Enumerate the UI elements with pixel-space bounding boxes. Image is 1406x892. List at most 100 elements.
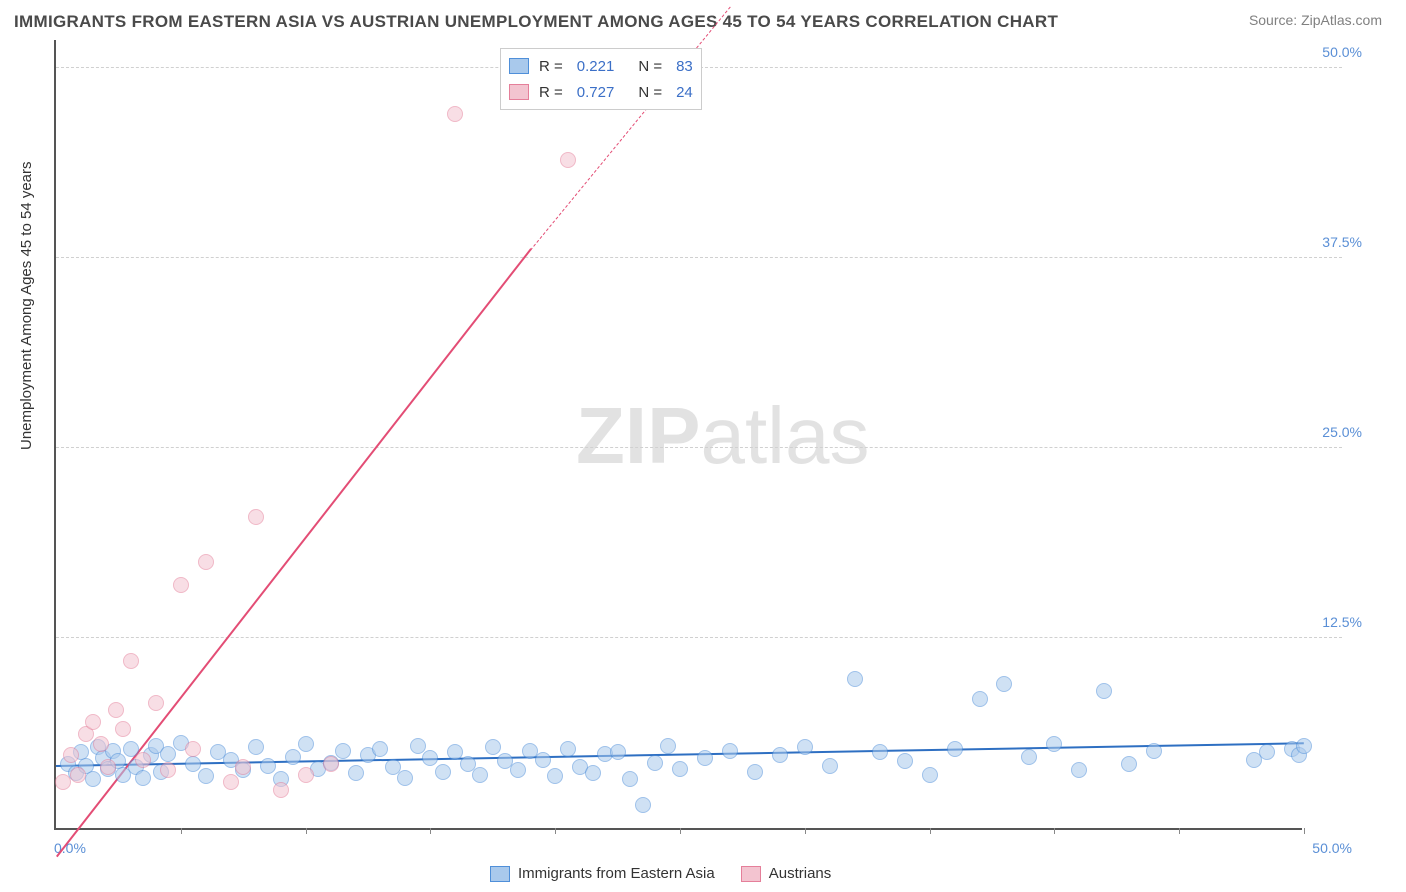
y-tick-label: 50.0% xyxy=(1322,44,1362,60)
watermark-zip: ZIP xyxy=(576,391,700,480)
data-point xyxy=(897,753,913,769)
data-point xyxy=(647,755,663,771)
data-point xyxy=(55,774,71,790)
x-tick xyxy=(1054,828,1055,834)
data-point xyxy=(185,741,201,757)
y-tick-label: 37.5% xyxy=(1322,234,1362,250)
legend-row: R = 0.727 N = 24 xyxy=(509,79,693,105)
data-point xyxy=(135,752,151,768)
data-point xyxy=(323,756,339,772)
data-point xyxy=(722,743,738,759)
data-point xyxy=(560,741,576,757)
watermark-atlas: atlas xyxy=(700,391,869,480)
data-point xyxy=(248,739,264,755)
data-point xyxy=(372,741,388,757)
x-tick xyxy=(181,828,182,834)
data-point xyxy=(747,764,763,780)
watermark: ZIPatlas xyxy=(576,390,869,482)
data-point xyxy=(847,671,863,687)
legend-series-label: Austrians xyxy=(769,865,832,882)
data-point xyxy=(797,739,813,755)
data-point xyxy=(822,758,838,774)
data-point xyxy=(198,768,214,784)
data-point xyxy=(397,770,413,786)
data-point xyxy=(610,744,626,760)
data-point xyxy=(348,765,364,781)
data-point xyxy=(298,736,314,752)
data-point xyxy=(135,770,151,786)
series-legend: Immigrants from Eastern Asia Austrians xyxy=(490,865,831,882)
data-point xyxy=(547,768,563,784)
x-tick xyxy=(555,828,556,834)
data-point xyxy=(996,676,1012,692)
data-point xyxy=(100,759,116,775)
data-point xyxy=(585,765,601,781)
legend-r-label: R = xyxy=(539,58,563,75)
gridline xyxy=(56,447,1342,448)
data-point xyxy=(972,691,988,707)
data-point xyxy=(635,797,651,813)
data-point xyxy=(510,762,526,778)
x-tick xyxy=(680,828,681,834)
data-point xyxy=(248,509,264,525)
legend-swatch xyxy=(741,866,761,882)
x-axis-max-label: 50.0% xyxy=(1312,840,1352,856)
legend-r-label: R = xyxy=(539,84,563,101)
trend-line xyxy=(530,7,730,251)
legend-item: Austrians xyxy=(741,865,832,882)
data-point xyxy=(1259,744,1275,760)
source-label: Source: ZipAtlas.com xyxy=(1249,12,1382,28)
data-point xyxy=(1121,756,1137,772)
legend-series-label: Immigrants from Eastern Asia xyxy=(518,865,715,882)
data-point xyxy=(93,736,109,752)
data-point xyxy=(472,767,488,783)
data-point xyxy=(560,152,576,168)
data-point xyxy=(123,653,139,669)
data-point xyxy=(85,771,101,787)
gridline xyxy=(56,637,1342,638)
y-axis-label: Unemployment Among Ages 45 to 54 years xyxy=(18,161,35,450)
data-point xyxy=(447,106,463,122)
legend-n-label: N = xyxy=(638,58,662,75)
legend-r-value: 0.221 xyxy=(577,58,615,75)
data-point xyxy=(223,774,239,790)
data-point xyxy=(260,758,276,774)
data-point xyxy=(335,743,351,759)
data-point xyxy=(1071,762,1087,778)
x-tick xyxy=(1179,828,1180,834)
x-tick xyxy=(306,828,307,834)
data-point xyxy=(1021,749,1037,765)
data-point xyxy=(1296,738,1312,754)
data-point xyxy=(1046,736,1062,752)
legend-swatch xyxy=(509,84,529,100)
data-point xyxy=(235,759,251,775)
legend-swatch xyxy=(509,58,529,74)
data-point xyxy=(148,695,164,711)
legend-item: Immigrants from Eastern Asia xyxy=(490,865,715,882)
data-point xyxy=(697,750,713,766)
legend-r-value: 0.727 xyxy=(577,84,615,101)
x-tick xyxy=(805,828,806,834)
x-tick xyxy=(1304,828,1305,834)
data-point xyxy=(485,739,501,755)
data-point xyxy=(422,750,438,766)
data-point xyxy=(160,762,176,778)
data-point xyxy=(198,554,214,570)
data-point xyxy=(1096,683,1112,699)
data-point xyxy=(285,749,301,765)
legend-n-value: 83 xyxy=(676,58,693,75)
data-point xyxy=(772,747,788,763)
y-tick-label: 12.5% xyxy=(1322,614,1362,630)
correlation-legend: R = 0.221 N = 83 R = 0.727 N = 24 xyxy=(500,48,702,110)
data-point xyxy=(660,738,676,754)
data-point xyxy=(85,714,101,730)
legend-swatch xyxy=(490,866,510,882)
data-point xyxy=(922,767,938,783)
legend-n-value: 24 xyxy=(676,84,693,101)
legend-n-label: N = xyxy=(638,84,662,101)
data-point xyxy=(115,721,131,737)
data-point xyxy=(410,738,426,754)
data-point xyxy=(173,577,189,593)
data-point xyxy=(273,782,289,798)
legend-row: R = 0.221 N = 83 xyxy=(509,53,693,79)
